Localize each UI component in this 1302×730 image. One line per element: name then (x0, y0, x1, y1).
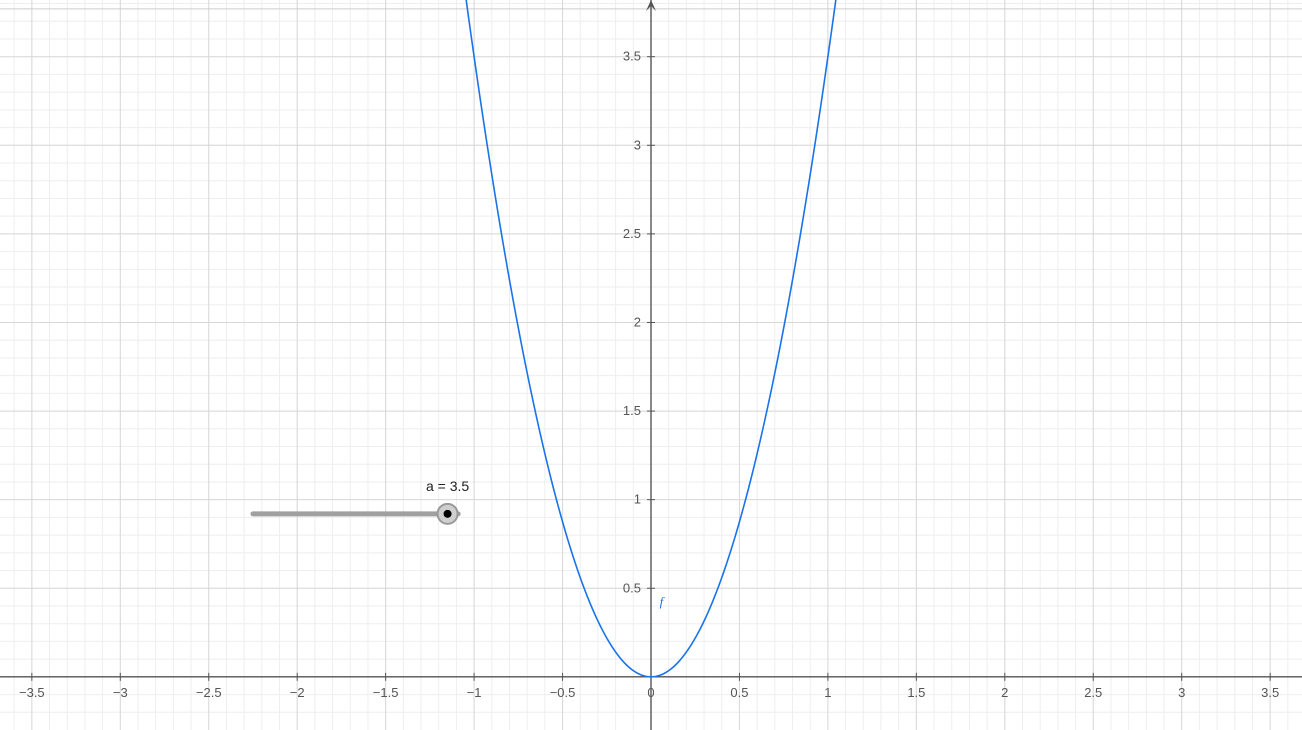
x-tick-label: 2 (1001, 685, 1008, 700)
y-tick-label: 1 (634, 492, 641, 507)
y-tick-label: 1.5 (623, 403, 641, 418)
x-tick-label: −2.5 (196, 685, 222, 700)
x-tick-label: 0 (647, 685, 654, 700)
x-tick-label: −1 (467, 685, 482, 700)
y-tick-label: 0.5 (623, 580, 641, 595)
x-tick-label: −3 (113, 685, 128, 700)
x-tick-label: 3 (1178, 685, 1185, 700)
graph-canvas[interactable]: −3.5 −3 −2.5 −2 −1.5 −1 −0.5 0 0.5 1 1.5 2 2.5 3 3.5 0.… (0, 0, 1302, 730)
x-tick-label: 0.5 (730, 685, 748, 700)
y-tick-label: 2 (634, 314, 641, 329)
x-tick-label: 3.5 (1261, 685, 1279, 700)
y-tick-label: 3 (634, 137, 641, 152)
y-tick-label: 3.5 (623, 49, 641, 64)
x-tick-label: −1.5 (373, 685, 399, 700)
x-tick-label: −0.5 (550, 685, 576, 700)
x-tick-label: −2 (290, 685, 305, 700)
graph-svg: −3.5 −3 −2.5 −2 −1.5 −1 −0.5 0 0.5 1 1.5 2 2.5 3 3.5 0.… (0, 0, 1302, 730)
x-tick-label: 2.5 (1084, 685, 1102, 700)
x-tick-label: 1.5 (907, 685, 925, 700)
slider-label: a = 3.5 (426, 478, 469, 494)
slider-thumb-dot[interactable] (444, 510, 452, 518)
x-tick-label: −3.5 (19, 685, 45, 700)
x-tick-label: 1 (824, 685, 831, 700)
y-tick-label: 2.5 (623, 226, 641, 241)
